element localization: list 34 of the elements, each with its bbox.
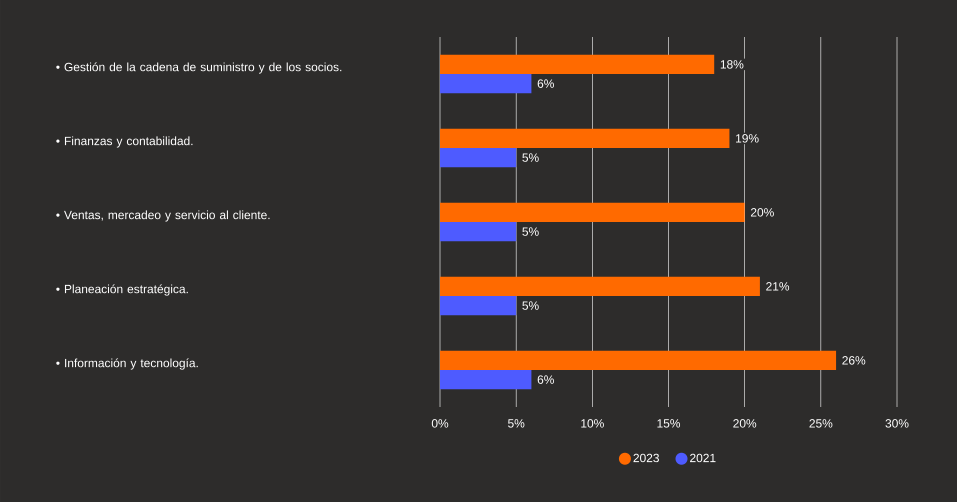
data-label: 21% bbox=[766, 282, 790, 291]
x-tick-label: 20% bbox=[733, 419, 756, 428]
data-label: 19% bbox=[736, 134, 759, 143]
x-tick-label: 25% bbox=[809, 419, 832, 428]
bar bbox=[440, 296, 516, 316]
data-label: 20% bbox=[750, 208, 774, 217]
bar bbox=[440, 370, 532, 390]
y-tick-label: • Finanzas y contabilidad. bbox=[56, 136, 192, 148]
y-tick-label: • Ventas, mercadeo y servicio al cliente. bbox=[56, 210, 270, 222]
legend-label: 2021 bbox=[690, 454, 716, 462]
y-tick-label: • Gestión de la cadena de suministro y de los socios. bbox=[56, 62, 342, 74]
data-label: 5% bbox=[522, 227, 539, 236]
y-tick-label: • Información y tecnología. bbox=[56, 358, 198, 370]
bar bbox=[440, 222, 516, 242]
x-tick-label: 30% bbox=[885, 419, 909, 428]
legend-label: 2023 bbox=[634, 454, 659, 462]
y-tick-label: • Planeación estratégica. bbox=[56, 284, 188, 296]
bar bbox=[440, 54, 714, 74]
x-tick-label: 10% bbox=[581, 419, 604, 428]
bar bbox=[440, 350, 836, 370]
bar bbox=[440, 74, 532, 94]
x-tick-label: 5% bbox=[508, 419, 524, 428]
data-label: 18% bbox=[720, 60, 744, 69]
bar bbox=[440, 148, 516, 168]
data-label: 5% bbox=[522, 301, 539, 310]
bar bbox=[440, 202, 745, 222]
bar bbox=[440, 276, 760, 296]
x-tick-label: 0% bbox=[432, 419, 448, 428]
data-label: 6% bbox=[538, 79, 554, 88]
data-label: 6% bbox=[538, 375, 554, 384]
x-tick-label: 15% bbox=[657, 419, 680, 428]
data-label: 26% bbox=[842, 356, 866, 365]
bar bbox=[440, 128, 730, 148]
data-label: 5% bbox=[522, 153, 539, 162]
